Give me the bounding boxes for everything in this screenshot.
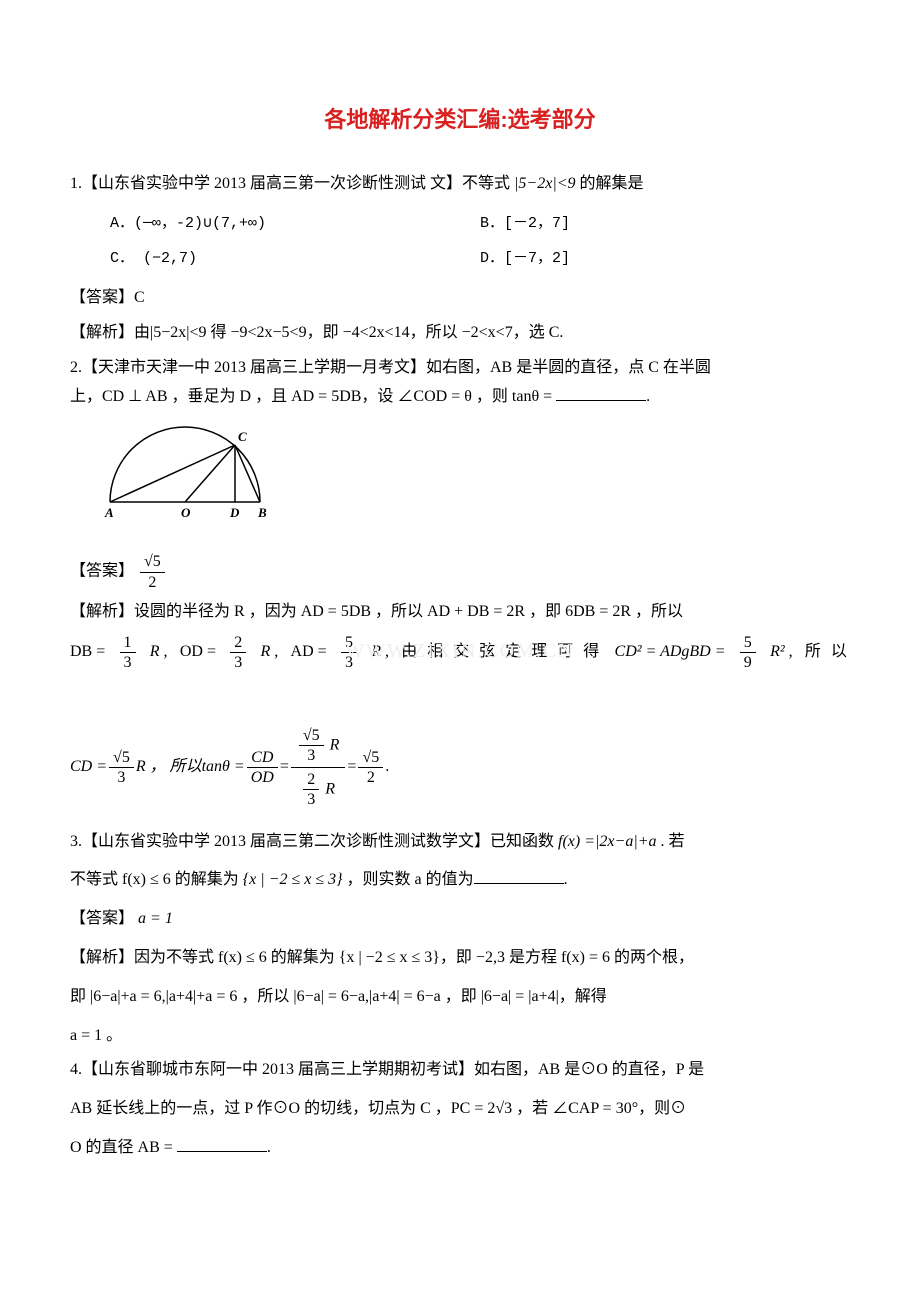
answer-label: 【答案】 [70,563,134,580]
p1-choice-b: B．[－2，7] [480,206,850,241]
label-b: B [257,505,267,520]
p3-prefix: 3.【山东省实验中学 2013 届高三第二次诊断性测试数学文】已知函数 [70,833,554,850]
problem-3: 3.【山东省实验中学 2013 届高三第二次诊断性测试数学文】已知函数 f(x)… [70,828,850,896]
p1-choice-d: D．[－7，2] [480,241,850,276]
p3-line2: 不等式 f(x) ≤ 6 的解集为 {x | −2 ≤ x ≤ 3} ，则实数 … [70,866,850,895]
f-num: √5 [358,748,383,768]
p2-exp1-text: 设圆的半径为 R ，因为 AD = 5DB ，所以 AD + DB = 2R ，… [134,603,683,620]
compound-top: √53 R [291,724,346,768]
problem-2: 2.【天津市天津一中 2013 届高三上学期一月考文】如右图，AB 是半圆的直径… [70,354,850,412]
answer-label: 【答案】 [70,910,134,927]
ib-num: 2 [303,770,319,790]
cd-num: √5 [109,748,134,768]
explain-label: 【解析】 [70,949,134,966]
p2-blank [556,383,646,401]
p3-explain-1: 【解析】因为不等式 f(x) ≤ 6 的解集为 {x | −2 ≤ x ≤ 3}… [70,944,850,973]
p2-answer: 【答案】 √5 2 [70,552,850,591]
label-a: A [104,505,114,520]
it-r: R [330,736,340,753]
p1-choice-c: C． (−2,7) [110,241,480,276]
problem-4: 4.【山东省聊城市东阿一中 2013 届高三上学期期初考试】如右图，AB 是⊙O… [70,1056,850,1162]
ratio-frac: CDOD [247,748,278,787]
answer-label: 【答案】 [70,289,134,306]
p3-set: {x | −2 ≤ x ≤ 3} [243,871,343,888]
eq2: = [280,753,289,782]
p3-explain-3: a = 1 。 [70,1022,850,1051]
it-num: √5 [299,726,324,746]
tan-eq: tanθ = [202,753,245,782]
final-frac: √52 [358,748,383,787]
p2-explain-3: CD = √53 R ， 所以 tanθ = CDOD = √53 R 23 R… [70,724,850,812]
p2-explain-1: 【解析】设圆的半径为 R ，因为 AD = 5DB ，所以 AD + DB = … [70,598,850,627]
p2-ans-num: √5 [140,552,165,572]
p1-answer-value: C [134,289,145,306]
cd-frac: √53 [109,748,134,787]
p4-line2: AB 延长线上的一点，过 P 作⊙O 的切线，切点为 C ，PC = 2√3 ，… [70,1095,850,1124]
p3-explain-2: 即 |6−a|+a = 6,|a+4|+a = 6 ，所以 |6−a| = 6−… [70,983,850,1012]
watermark: WWW.ZIXIN.COM.CN [70,633,850,669]
p2-line1: 2.【天津市天津一中 2013 届高三上学期一月考文】如右图，AB 是半圆的直径… [70,354,850,383]
page-title: 各地解析分类汇编:选考部分 [70,100,850,140]
p2-answer-frac: √5 2 [140,552,165,591]
label-o: O [181,505,191,520]
p1-math: |5−2x|<9 [514,175,576,192]
p3-exp1: 因为不等式 f(x) ≤ 6 的解集为 {x | −2 ≤ x ≤ 3}，即 −… [134,949,694,966]
p1-explain-text: 由|5−2x|<9 得 −9<2x−5<9，即 −4<2x<14，所以 −2<x… [134,324,563,341]
cd-eq: CD = [70,753,107,782]
explain-label: 【解析】 [70,603,134,620]
p4-line3: O 的直径 AB = . [70,1134,850,1163]
compound-bot: 23 R [291,768,346,811]
ratio-top: CD [247,748,278,768]
eq3: = [347,753,356,782]
p3-line1: 3.【山东省实验中学 2013 届高三第二次诊断性测试数学文】已知函数 f(x)… [70,828,850,857]
p1-suffix: 的解集是 [580,175,644,192]
p3-suffix: . 若 [661,833,685,850]
compound-frac: √53 R 23 R [291,724,346,812]
ib-r: R [325,781,335,798]
problem-1: 1.【山东省实验中学 2013 届高三第一次诊断性测试 文】不等式 |5−2x|… [70,170,850,277]
p4-period: . [267,1139,271,1156]
period: . [385,753,389,782]
semicircle-diagram: A O D B C [100,422,850,543]
p3-l2-suffix: ，则实数 a 的值为 [347,871,474,888]
cd-den: 3 [109,768,134,787]
p3-blank [474,867,564,885]
ratio-bot: OD [247,768,278,787]
p1-explain: 【解析】由|5−2x|<9 得 −9<2x−5<9，即 −4<2x<14，所以 … [70,319,850,348]
label-c: C [238,429,247,444]
p2-line2: 上，CD ⊥ AB ，垂足为 D ，且 AD = 5DB，设 ∠COD = θ … [70,383,850,412]
p2-line2-prefix: 上，CD ⊥ AB ，垂足为 D ，且 AD = 5DB，设 ∠COD = θ … [70,388,556,405]
p1-prefix: 1.【山东省实验中学 2013 届高三第一次诊断性测试 文】不等式 [70,175,510,192]
p3-answer-value: a = 1 [134,910,173,927]
cd-r: R ， 所以 [136,753,202,782]
p4-blank [177,1134,267,1152]
p1-answer: 【答案】C [70,284,850,313]
explain-label: 【解析】 [70,324,134,341]
p3-l2-prefix: 不等式 f(x) ≤ 6 的解集为 [70,871,239,888]
p2-ans-den: 2 [140,573,165,592]
f-den: 2 [358,768,383,787]
it-den: 3 [299,746,324,765]
p1-choices: A．(─∞，-2)∪(7,+∞) B．[－2，7] C． (−2,7) D．[－… [110,206,850,276]
label-d: D [229,505,240,520]
p4-l3-prefix: O 的直径 AB = [70,1139,177,1156]
p3-math: f(x) =|2x−a|+a [558,833,657,850]
p1-choice-a: A．(─∞，-2)∪(7,+∞) [110,206,480,241]
p4-line1: 4.【山东省聊城市东阿一中 2013 届高三上学期期初考试】如右图，AB 是⊙O… [70,1056,850,1085]
p3-answer: 【答案】 a = 1 [70,905,850,934]
problem-1-stem: 1.【山东省实验中学 2013 届高三第一次诊断性测试 文】不等式 |5−2x|… [70,170,850,199]
ib-den: 3 [303,790,319,809]
